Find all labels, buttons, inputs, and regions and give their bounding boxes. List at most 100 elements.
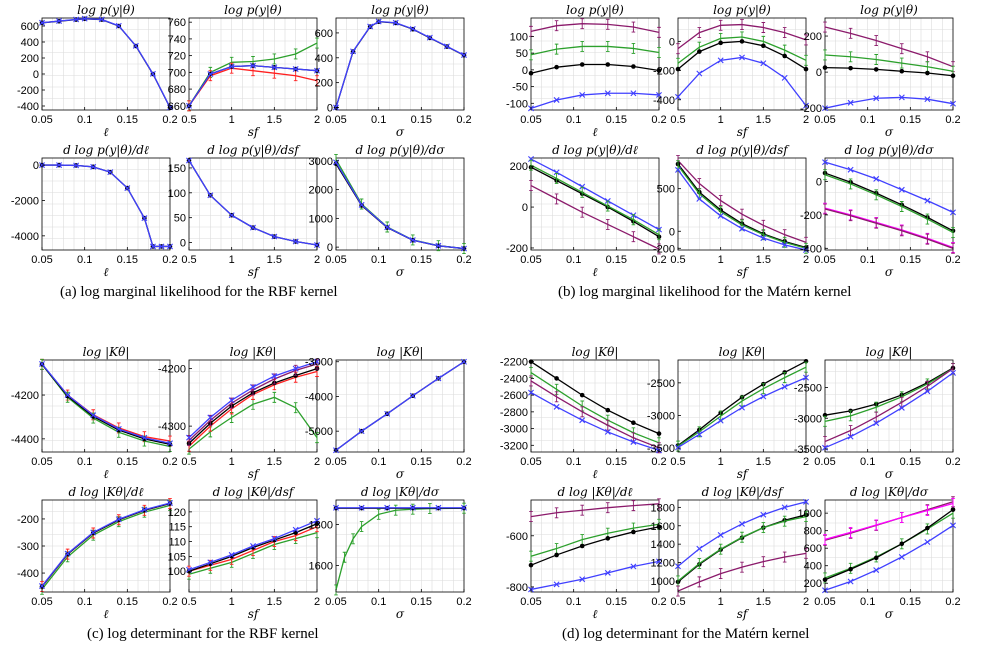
data-point (56, 18, 63, 25)
x-tick-label: 0.2 (651, 456, 666, 468)
axes-box (188, 499, 318, 593)
x-tick-label: 0.15 (117, 114, 138, 126)
x-axis-label: σ (885, 265, 894, 279)
x-tick-label: 0.2 (456, 456, 471, 468)
x-tick-label: 2 (803, 114, 809, 126)
error-bar (874, 217, 878, 229)
x-axis-label: sf (737, 125, 750, 139)
series-line (530, 503, 660, 518)
x-tick-label: 1.5 (756, 254, 771, 266)
x-tick-label: 0.1 (860, 596, 875, 608)
error-bar (580, 40, 584, 52)
data-point (656, 524, 662, 530)
x-tick-label: 0.15 (117, 254, 138, 266)
data-point (56, 162, 63, 169)
data-point (358, 504, 365, 511)
series-line (530, 92, 660, 109)
data-point (107, 169, 114, 176)
x-tick-label: 0.2 (162, 596, 177, 608)
data-point (822, 65, 828, 70)
data-point (605, 62, 611, 67)
data-point (781, 241, 788, 248)
y-tick-label: 100 (168, 566, 186, 578)
data-point (207, 192, 214, 199)
subplot-19: d log |Kθ|/dℓ 0.05 0.1 0.15 0.2 ℓ -200 -300 -400 (17, 485, 178, 621)
data-point (207, 414, 214, 421)
error-bar (580, 504, 584, 516)
data-point (392, 19, 399, 26)
error-bar (848, 210, 853, 222)
data-point (409, 25, 416, 32)
data-point (409, 504, 416, 511)
axes-box (41, 359, 171, 453)
axes-box (335, 359, 465, 453)
data-point (141, 434, 148, 441)
data-point (822, 577, 828, 583)
x-tick-label: 0.15 (606, 596, 627, 608)
y-tick-label: -5000 (305, 426, 333, 438)
x-tick-label: 0.15 (411, 114, 432, 126)
x-tick-label: 0.2 (456, 254, 471, 266)
y-tick-label: 120 (168, 507, 186, 519)
series-line (824, 509, 954, 581)
data-point (90, 529, 97, 536)
series-line (41, 363, 171, 444)
x-axis-label: ℓ (104, 265, 109, 279)
y-tick-label: 50 (174, 213, 186, 225)
x-axis-label: ℓ (593, 265, 598, 279)
x-tick-label: 0.05 (31, 596, 52, 608)
error-bar (900, 512, 904, 523)
data-point (554, 552, 559, 558)
x-axis-label: sf (737, 265, 750, 279)
subplot-9: d log p(y|θ)/dσ 0.05 0.1 0.15 0.2 σ 3000 2000 10… (309, 143, 472, 279)
data-point (696, 195, 703, 202)
data-point (822, 159, 828, 166)
data-point (739, 39, 745, 44)
data-point (461, 504, 467, 511)
caption-a: (a) log marginal likelihood for the RBF … (60, 284, 338, 300)
x-axis-label: σ (396, 125, 405, 139)
x-tick-label: 0.2 (456, 114, 471, 126)
data-point (847, 578, 854, 585)
x-tick-label: 0.5 (181, 456, 196, 468)
data-point (124, 185, 131, 192)
x-tick-label: 0.1 (860, 114, 875, 126)
axes-box (824, 499, 954, 593)
x-axis-label: σ (396, 607, 405, 621)
axes-box (188, 17, 318, 111)
data-point (630, 90, 637, 97)
error-bar (874, 519, 878, 531)
y-tick-label: -4400 (11, 434, 39, 446)
y-tick-label: -3500 (647, 443, 675, 455)
error-bar (697, 27, 702, 39)
error-bar (554, 43, 559, 55)
x-tick-label: 0.1 (566, 254, 581, 266)
data-point (358, 201, 365, 208)
x-axis-label: ℓ (593, 125, 598, 139)
subplot-title: d log |Kθ|/dℓ (557, 485, 632, 499)
x-tick-label: 0.1 (77, 456, 92, 468)
error-bar (697, 558, 702, 569)
data-point (228, 551, 235, 558)
y-tick-label: 600 (21, 21, 39, 33)
y-tick-label: 200 (804, 578, 822, 590)
error-bar (554, 391, 559, 403)
error-bar (342, 551, 347, 563)
y-tick-label: 150 (168, 163, 186, 175)
data-point (350, 48, 357, 55)
data-point (271, 233, 278, 240)
axes-box (41, 17, 171, 111)
error-bar (631, 42, 636, 54)
y-tick-label: 0 (327, 103, 333, 115)
series-line (824, 96, 954, 109)
data-point (631, 529, 636, 535)
error-bar (580, 206, 584, 218)
y-tick-label: 1600 (651, 521, 675, 533)
axes-box (335, 17, 465, 111)
error-bar (874, 189, 878, 201)
data-point (675, 166, 681, 173)
x-axis-label: sf (737, 467, 750, 481)
subplot-title: log |Kθ| (83, 345, 130, 359)
x-tick-label: 0.2 (162, 456, 177, 468)
y-tick-label: 600 (315, 28, 333, 40)
